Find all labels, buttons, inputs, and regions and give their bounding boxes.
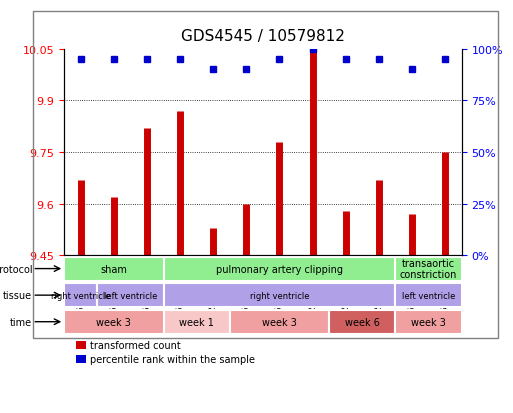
Bar [164,310,230,334]
Text: protocol: protocol [0,264,32,274]
Text: sham: sham [101,264,127,274]
Text: week 1: week 1 [179,317,214,327]
Text: transaortic
constriction: transaortic constriction [400,258,457,280]
Bar [97,283,164,307]
Bar [76,341,86,349]
Text: transformed count: transformed count [90,340,181,350]
Text: right ventricle: right ventricle [250,291,309,300]
Title: GDS4545 / 10579812: GDS4545 / 10579812 [181,29,345,44]
Text: percentile rank within the sample: percentile rank within the sample [90,354,255,364]
Bar [64,283,97,307]
Bar [64,310,164,334]
Text: week 6: week 6 [345,317,380,327]
Bar [396,257,462,281]
Text: pulmonary artery clipping: pulmonary artery clipping [216,264,343,274]
Text: left ventricle: left ventricle [104,291,157,300]
Text: week 3: week 3 [96,317,131,327]
Text: right ventricle: right ventricle [51,291,110,300]
Bar [76,355,86,363]
Bar [230,310,329,334]
Text: left ventricle: left ventricle [402,291,455,300]
Bar [396,283,462,307]
Text: week 3: week 3 [262,317,297,327]
Text: tissue: tissue [3,290,32,300]
Text: time: time [10,317,32,327]
Bar [164,283,396,307]
Bar [64,257,164,281]
Bar [396,310,462,334]
Text: week 3: week 3 [411,317,446,327]
Bar [164,257,396,281]
Bar [329,310,396,334]
